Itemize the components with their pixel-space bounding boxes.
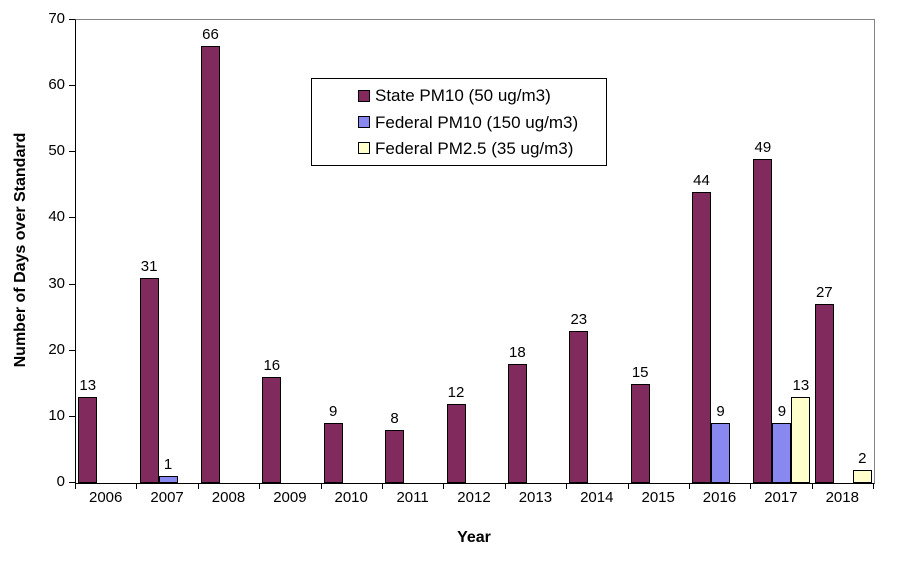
x-axis-tick-10 [688, 483, 690, 489]
y-axis-tick-60 [69, 85, 75, 86]
y-axis-label-40: 40 [48, 208, 65, 225]
x-axis-label-2016: 2016 [702, 489, 737, 506]
bar-value-label-state-pm10-50-ug-m3-2006: 13 [79, 377, 97, 394]
x-axis-tick-13 [873, 483, 874, 489]
legend-item-federal-pm2.5-35-ug-m3: Federal PM2.5 (35 ug/m3) [358, 139, 606, 158]
bar-state-pm10-50-ug-m3-2017 [753, 159, 773, 483]
bar-federal-pm2.5-35-ug-m3-2017 [791, 397, 811, 483]
y-axis-label-10: 10 [48, 407, 65, 424]
bar-state-pm10-50-ug-m3-2016 [692, 192, 711, 483]
bar-state-pm10-50-ug-m3-2008 [201, 46, 220, 483]
y-axis-label-70: 70 [48, 10, 65, 27]
x-axis-label-2010: 2010 [334, 489, 368, 506]
bar-value-label-state-pm10-50-ug-m3-2009: 16 [263, 357, 281, 374]
x-axis-label-2008: 2008 [211, 489, 246, 506]
bar-value-label-federal-pm10-150-ug-m3-2007: 1 [163, 456, 173, 473]
y-axis-tick-70 [69, 19, 75, 20]
x-axis-tick-3 [259, 483, 261, 489]
y-axis-tick-0 [69, 482, 75, 483]
bar-state-pm10-50-ug-m3-2007 [139, 278, 159, 483]
bar-value-label-state-pm10-50-ug-m3-2008: 66 [202, 26, 219, 43]
y-axis-tick-40 [69, 217, 75, 218]
bar-value-label-state-pm10-50-ug-m3-2014: 23 [570, 311, 588, 328]
y-axis-tick-10 [69, 416, 75, 417]
bar-state-pm10-50-ug-m3-2015 [630, 384, 650, 483]
x-axis-label-2015: 2015 [641, 489, 675, 506]
y-axis-label-30: 30 [48, 275, 65, 292]
x-axis-label-2011: 2011 [396, 489, 429, 506]
legend-label-federal-pm2.5-35-ug-m3: Federal PM2.5 (35 ug/m3) [375, 138, 574, 158]
x-axis-label-2012: 2012 [457, 489, 491, 506]
bar-value-label-state-pm10-50-ug-m3-2007: 31 [140, 258, 158, 275]
bar-value-label-state-pm10-50-ug-m3-2011: 8 [390, 410, 399, 427]
x-axis-label-2013: 2013 [518, 489, 553, 506]
y-axis-tick-50 [69, 151, 75, 152]
bar-value-label-state-pm10-50-ug-m3-2015: 15 [631, 364, 649, 381]
legend-label-federal-pm10-150-ug-m3: Federal PM10 (150 ug/m3) [375, 112, 579, 132]
x-axis-tick-11 [750, 483, 752, 489]
bar-value-label-federal-pm2.5-35-ug-m3-2018: 2 [858, 450, 867, 467]
bar-state-pm10-50-ug-m3-2009 [262, 377, 282, 483]
x-axis-tick-0 [75, 483, 76, 489]
x-axis-tick-1 [136, 483, 138, 489]
y-axis-title: Number of Days over Standard [12, 132, 29, 368]
x-axis-label-2007: 2007 [150, 489, 184, 506]
bar-value-label-state-pm10-50-ug-m3-2017: 49 [754, 139, 772, 156]
x-axis-label-2009: 2009 [273, 489, 307, 506]
x-axis-tick-7 [504, 483, 506, 489]
bar-federal-pm2.5-35-ug-m3-2018 [852, 470, 872, 483]
x-axis-label-2018: 2018 [825, 489, 859, 506]
bar-state-pm10-50-ug-m3-2018 [814, 304, 834, 483]
x-axis-tick-6 [443, 483, 445, 489]
x-axis-tick-9 [627, 483, 629, 489]
y-axis-tick-20 [69, 350, 75, 351]
x-axis-tick-8 [566, 483, 568, 489]
bar-state-pm10-50-ug-m3-2011 [385, 430, 405, 483]
y-axis-label-20: 20 [48, 341, 65, 358]
bar-federal-pm10-150-ug-m3-2007 [158, 476, 178, 483]
bar-value-label-state-pm10-50-ug-m3-2018: 27 [815, 284, 833, 301]
bar-state-pm10-50-ug-m3-2006 [78, 397, 98, 483]
bar-state-pm10-50-ug-m3-2010 [323, 423, 343, 483]
x-axis-label-2017: 2017 [764, 489, 798, 506]
bar-value-label-state-pm10-50-ug-m3-2010: 9 [329, 403, 338, 420]
legend-swatch-federal-pm10-150-ug-m3-icon [358, 116, 370, 128]
y-axis-label-60: 60 [48, 76, 65, 93]
y-axis-label-50: 50 [48, 142, 65, 159]
x-axis-title: Year [457, 529, 491, 546]
x-axis-label-2014: 2014 [580, 489, 614, 506]
bar-value-label-state-pm10-50-ug-m3-2016: 44 [693, 172, 710, 189]
bar-federal-pm10-150-ug-m3-2016 [711, 423, 730, 483]
legend-swatch-state-pm10-50-ug-m3-icon [358, 89, 370, 102]
x-axis-tick-5 [381, 483, 383, 489]
legend-item-federal-pm10-150-ug-m3: Federal PM10 (150 ug/m3) [358, 113, 606, 132]
bar-value-label-state-pm10-50-ug-m3-2012: 12 [447, 384, 465, 401]
legend-item-state-pm10-50-ug-m3: State PM10 (50 ug/m3) [358, 86, 606, 105]
x-axis-tick-12 [811, 483, 813, 489]
bar-value-label-federal-pm2.5-35-ug-m3-2017: 13 [792, 377, 810, 394]
y-axis-tick-30 [69, 284, 75, 285]
x-axis-tick-4 [320, 483, 322, 489]
bar-value-label-federal-pm10-150-ug-m3-2017: 9 [777, 403, 787, 420]
bar-state-pm10-50-ug-m3-2014 [569, 331, 589, 483]
bar-state-pm10-50-ug-m3-2012 [446, 404, 466, 483]
bar-state-pm10-50-ug-m3-2013 [507, 364, 527, 483]
bar-value-label-state-pm10-50-ug-m3-2013: 18 [509, 344, 526, 361]
y-axis-label-0: 0 [56, 473, 65, 490]
legend: State PM10 (50 ug/m3) Federal PM10 (150 u… [311, 78, 607, 166]
bar-federal-pm10-150-ug-m3-2017 [772, 423, 792, 483]
x-axis-tick-2 [197, 483, 199, 489]
x-axis-label-2006: 2006 [89, 489, 123, 506]
bar-value-label-federal-pm10-150-ug-m3-2016: 9 [716, 403, 725, 420]
legend-swatch-federal-pm2.5-35-ug-m3-icon [358, 142, 370, 155]
legend-label-state-pm10-50-ug-m3: State PM10 (50 ug/m3) [375, 86, 551, 106]
